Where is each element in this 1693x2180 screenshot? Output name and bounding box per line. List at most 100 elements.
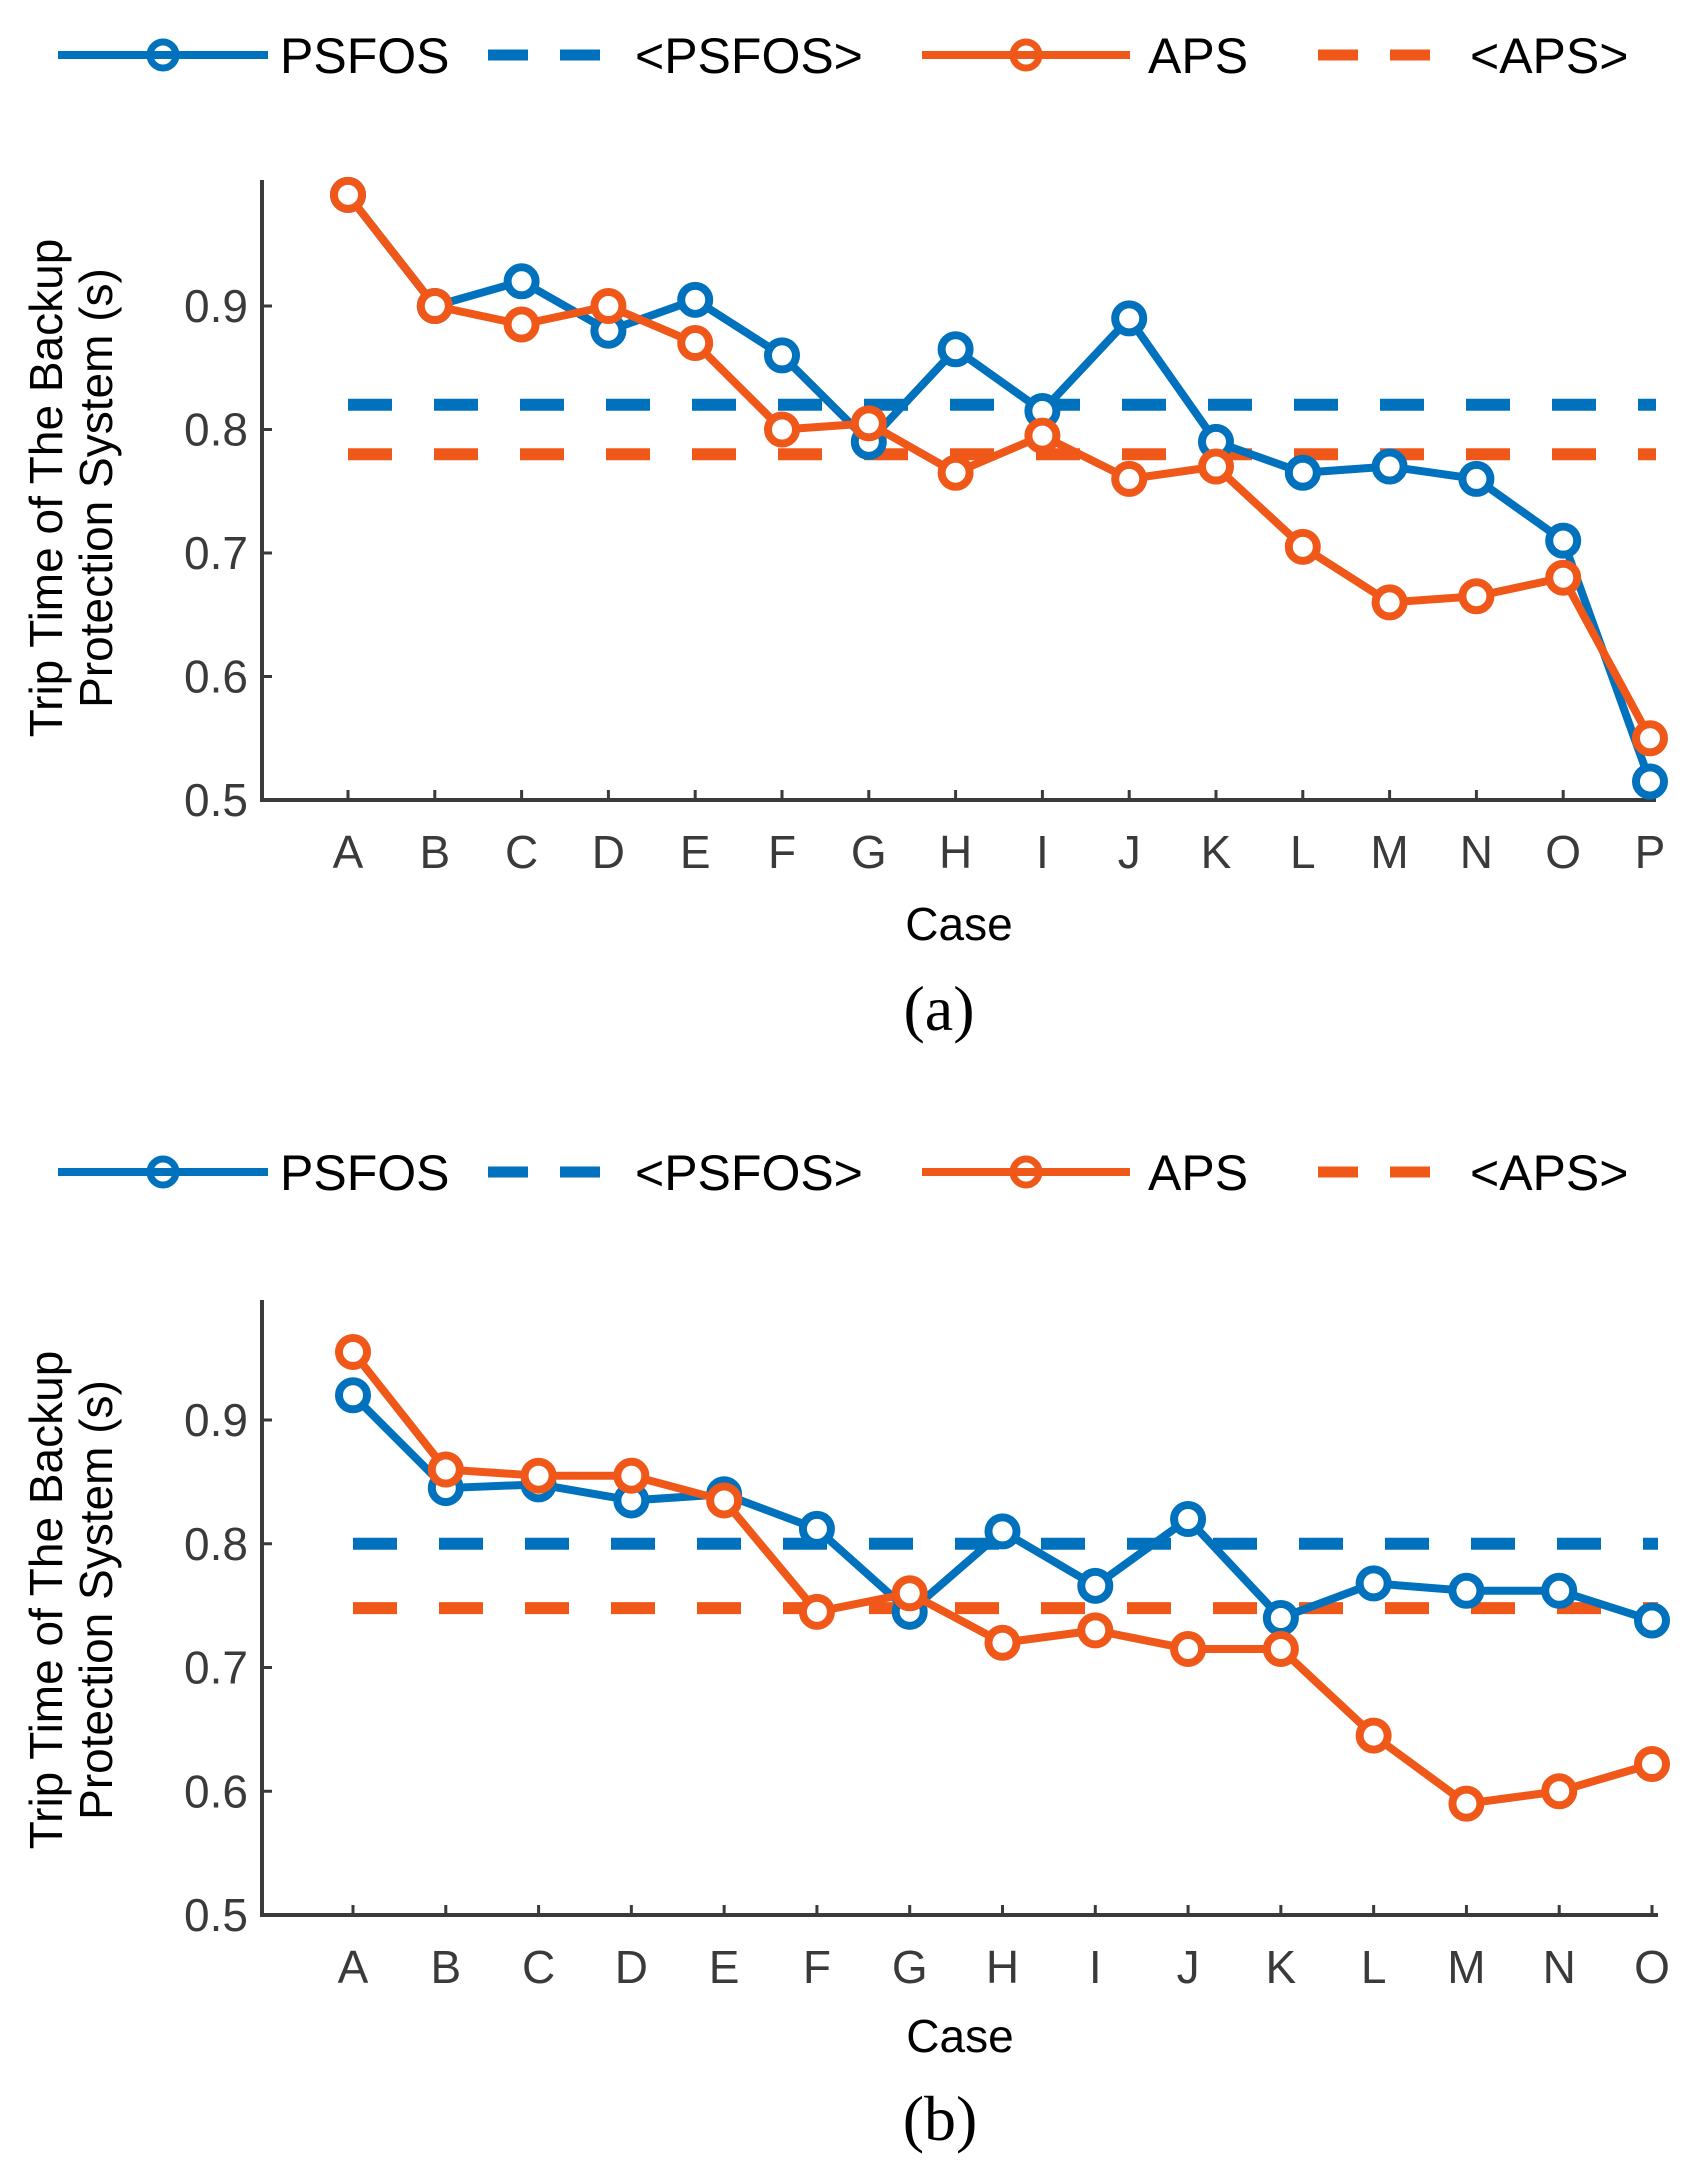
data-point [1170, 1501, 1207, 1537]
x-tick-label: D [615, 1941, 648, 1993]
y-tick-label: 0.8 [184, 404, 248, 456]
series-line [344, 192, 1654, 783]
legend-label-1: <PSFOS> [635, 28, 863, 84]
data-point [1541, 1773, 1578, 1810]
legend: PSFOS <PSFOS> APS <APS> [58, 28, 1628, 84]
data-point [1448, 1785, 1485, 1822]
panel-label: (b) [903, 2083, 978, 2154]
data-point [1371, 584, 1408, 621]
x-tick-label: A [333, 826, 364, 878]
y-tick-label: 0.6 [184, 1765, 248, 1817]
data-point [764, 411, 800, 448]
data-point [520, 1457, 557, 1494]
axes: 0.5 0.6 0.7 0.8 0.9 A B C D E F G H I J K L M N O Case Trip T… [20, 1300, 1670, 2062]
x-tick-label: B [430, 1941, 461, 1993]
x-tick-label: F [768, 826, 796, 878]
legend-label-0: PSFOS [280, 28, 449, 84]
chart-panel-a: PSFOS <PSFOS> APS <APS> 0.5 0.6 0.7 0.8 0.9 A B C D E… [20, 28, 1668, 1044]
series-psfos [335, 1377, 1670, 1639]
data-point [1111, 300, 1148, 337]
data-point [1024, 417, 1061, 454]
x-tick-label: D [592, 826, 625, 878]
series-aps [330, 176, 1668, 757]
series-psfos [330, 176, 1668, 800]
x-tick-label: O [1634, 1941, 1670, 1993]
y-tick-label: 0.5 [184, 1889, 248, 1941]
y-axis-title-line: Protection System (s) [70, 1380, 122, 1820]
x-tick-label: H [986, 1941, 1019, 1993]
data-point [613, 1457, 650, 1494]
data-point [1262, 1600, 1299, 1636]
legend-marker-2 [1009, 38, 1043, 72]
y-axis-title: Trip Time of The BackupProtection System… [20, 239, 122, 738]
data-point [798, 1510, 835, 1547]
x-tick-label: I [1089, 1941, 1102, 1993]
data-point [503, 306, 540, 343]
chart-panel-b: PSFOS <PSFOS> APS <APS> 0.5 0.6 0.7 0.8 0.9 A B C D E… [20, 1145, 1670, 2154]
data-point [1448, 1572, 1485, 1609]
data-point [1371, 448, 1408, 485]
x-tick-label: K [1266, 1941, 1297, 1993]
data-point [764, 337, 800, 374]
legend-label-2: APS [1148, 28, 1248, 84]
x-tick-label: K [1201, 826, 1232, 878]
y-axis-title-line: Protection System (s) [70, 268, 122, 708]
data-point [850, 405, 887, 442]
legend-label-1: <PSFOS> [635, 1145, 863, 1201]
legend-label-2: APS [1148, 1145, 1248, 1201]
data-point [1355, 1565, 1392, 1602]
x-tick-label: E [709, 1941, 740, 1993]
data-point [1632, 763, 1668, 800]
y-axis-title-line: Trip Time of The Backup [20, 1351, 72, 1850]
x-tick-label: J [1177, 1941, 1200, 1993]
legend-marker-0 [146, 1155, 180, 1189]
data-point [1198, 448, 1234, 485]
data-point [335, 1377, 371, 1414]
series-line [344, 192, 1654, 741]
data-point [1077, 1567, 1114, 1604]
x-tick-label: H [939, 826, 972, 878]
data-point [335, 1333, 371, 1370]
x-tick-label: A [338, 1941, 369, 1993]
data-point [1284, 528, 1321, 565]
data-point [677, 325, 714, 362]
data-point [937, 331, 974, 368]
data-point [330, 176, 366, 213]
x-tick-label: B [419, 826, 450, 878]
legend-marker-2 [1009, 1155, 1043, 1189]
x-tick-label: N [1460, 826, 1493, 878]
data-point [1634, 1746, 1670, 1783]
data-point [416, 288, 453, 324]
data-point [1545, 522, 1582, 559]
x-axis-title: Case [906, 2010, 1013, 2062]
x-tick-label: G [892, 1941, 928, 1993]
x-tick-label: O [1545, 826, 1581, 878]
data-point [1458, 460, 1495, 497]
x-tick-label: C [522, 1941, 555, 1993]
x-axis-title: Case [905, 898, 1012, 950]
x-tick-label: C [505, 826, 538, 878]
x-tick-label: J [1118, 826, 1141, 878]
y-tick-label: 0.9 [184, 1394, 248, 1446]
data-point [798, 1593, 835, 1630]
data-point [1634, 1602, 1670, 1639]
data-point [937, 454, 974, 491]
y-tick-label: 0.7 [184, 1642, 248, 1694]
data-point [984, 1624, 1021, 1661]
data-point [677, 281, 714, 318]
legend-marker-0 [146, 38, 180, 72]
data-point [984, 1513, 1021, 1550]
x-tick-label: N [1543, 1941, 1576, 1993]
y-tick-label: 0.9 [184, 280, 248, 332]
x-tick-label: L [1290, 826, 1316, 878]
y-axis-title-line: Trip Time of The Backup [20, 239, 72, 738]
y-tick-label: 0.8 [184, 1518, 248, 1570]
y-tick-label: 0.6 [184, 651, 248, 703]
data-point [1545, 559, 1582, 596]
x-tick-label: M [1370, 826, 1408, 878]
legend-label-3: <APS> [1470, 1145, 1628, 1201]
legend: PSFOS <PSFOS> APS <APS> [58, 1145, 1628, 1201]
y-axis-title: Trip Time of The BackupProtection System… [20, 1351, 122, 1850]
legend-label-3: <APS> [1470, 28, 1628, 84]
